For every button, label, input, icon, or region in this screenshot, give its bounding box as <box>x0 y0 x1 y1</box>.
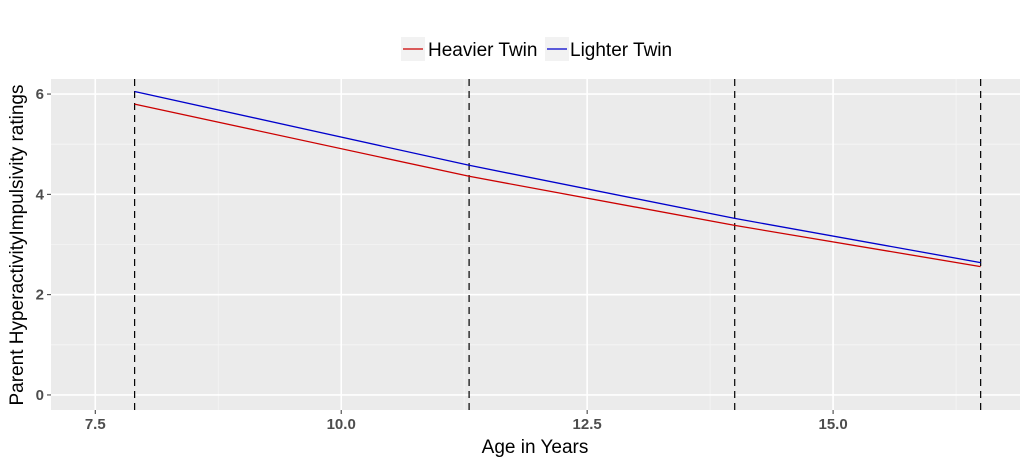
legend-item-lighter: Lighter Twin <box>545 37 672 61</box>
y-tick-label: 2 <box>36 287 44 304</box>
series-line-lighter <box>134 90 981 264</box>
y-tick-label: 4 <box>36 186 45 203</box>
y-axis: 0 2 4 6 <box>36 86 51 404</box>
x-axis-title: Age in Years <box>482 437 589 458</box>
x-tick-label: 12.5 <box>573 416 602 433</box>
legend-label-lighter: Lighter Twin <box>570 40 672 61</box>
x-tick-label: 7.5 <box>85 416 106 433</box>
series-line-heavier <box>134 103 981 268</box>
legend: Heavier Twin Lighter Twin <box>401 37 672 61</box>
y-axis-title: Parent HyperactivityImpulsivity ratings <box>7 85 28 406</box>
grid-lines <box>51 79 1020 410</box>
x-tick-label: 15.0 <box>818 416 847 433</box>
x-tick-label: 10.0 <box>327 416 356 433</box>
legend-item-heavier: Heavier Twin <box>401 37 537 61</box>
y-tick-label: 6 <box>36 86 44 103</box>
legend-label-heavier: Heavier Twin <box>428 40 537 61</box>
data-series <box>134 90 981 268</box>
x-axis: 7.5 10.0 12.5 15.0 <box>85 410 848 433</box>
y-tick-label: 0 <box>36 387 44 404</box>
